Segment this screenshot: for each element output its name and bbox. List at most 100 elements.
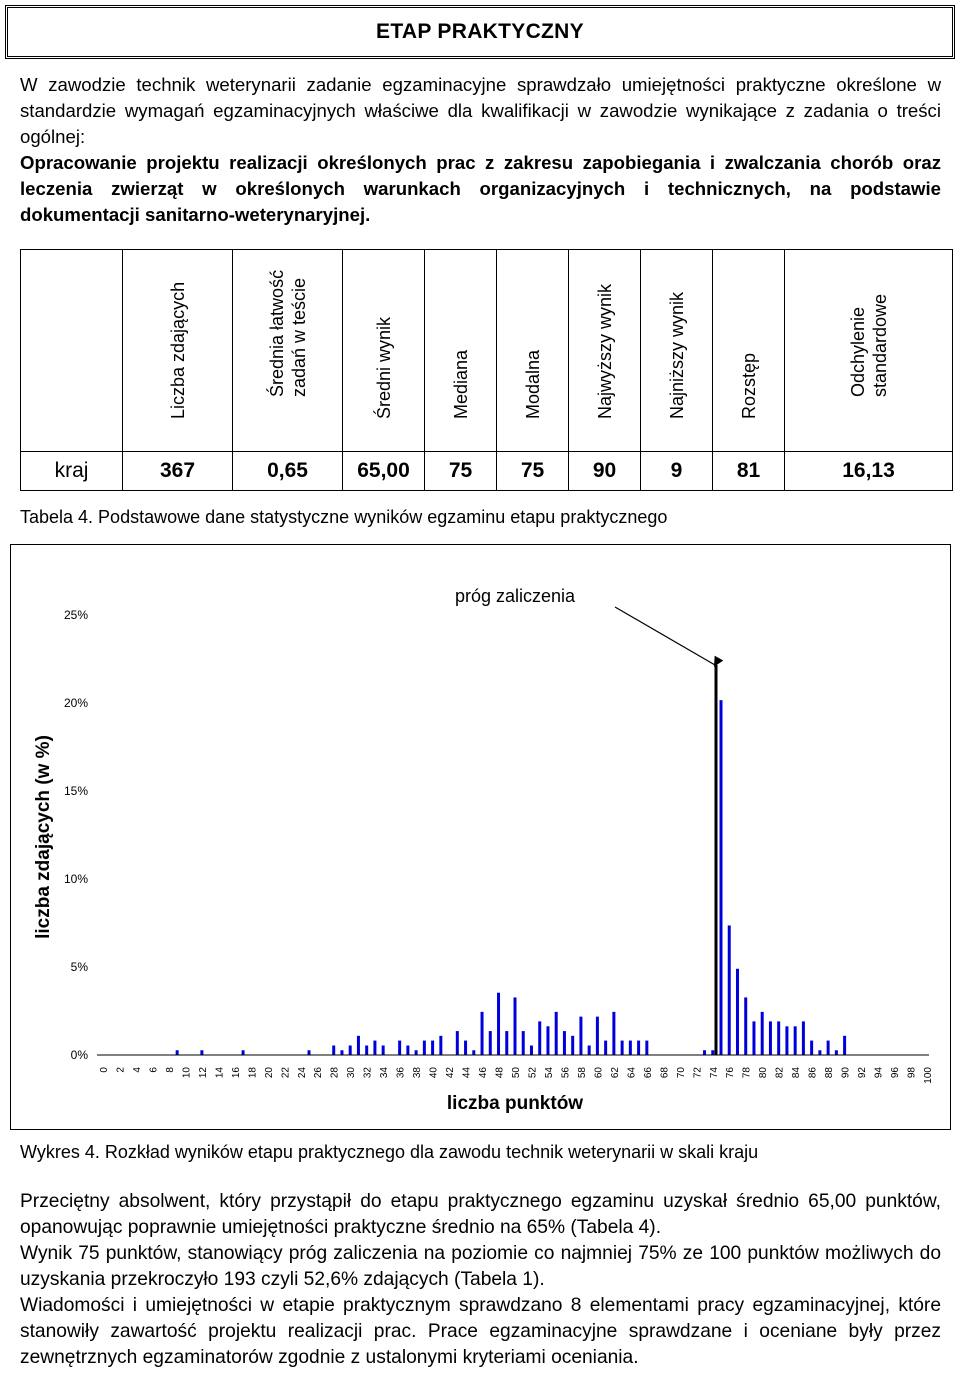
stats-value: 367 [122,451,233,491]
histogram-bar [529,1045,533,1055]
stats-header-cell: Rozstęp [712,249,785,452]
histogram-bar [843,1035,847,1055]
histogram-bar [455,1031,459,1055]
x-tick-label: 42 [445,1067,456,1079]
intro-text: W zawodzie technik weterynarii zadanie e… [20,72,941,228]
intro-paragraph: W zawodzie technik weterynarii zadanie e… [20,74,941,147]
x-tick-label: 18 [247,1067,258,1079]
stats-value: 16,13 [784,451,953,491]
histogram-bar [711,1050,715,1055]
summary-paragraph: Przeciętny absolwent, który przystąpił d… [20,1191,941,1238]
histogram-bar [768,1021,772,1055]
histogram-bar [571,1035,575,1055]
histogram-bar [744,997,748,1055]
histogram-bar [332,1045,336,1055]
histogram-bar [810,1040,814,1055]
histogram-bar [488,1031,492,1055]
x-tick-label: 0 [99,1067,110,1073]
x-tick-label: 96 [890,1067,901,1079]
y-tick-label: 0% [71,1048,89,1062]
histogram-bar [398,1040,402,1055]
x-tick-label: 80 [758,1067,769,1079]
section-title: ETAP PRAKTYCZNY [376,20,584,43]
histogram-bar [497,992,501,1055]
histogram-bar [422,1040,426,1055]
stats-table: Liczba zdających Średnia łatwość zadań w… [20,249,953,491]
x-tick-label: 54 [544,1067,555,1079]
y-axis-title: liczba zdających (w %) [33,735,54,939]
histogram-bar [431,1040,435,1055]
histogram-bar [637,1040,641,1055]
histogram-bar [340,1050,344,1055]
x-tick-label: 50 [511,1067,522,1079]
x-tick-label: 60 [593,1067,604,1079]
threshold-arrow [614,606,724,667]
stats-header-cell: Średnia łatwość zadań w teście [232,249,343,452]
histogram-bar [727,925,731,1055]
stats-value: 9 [640,451,713,491]
x-tick-label: 62 [610,1067,621,1079]
x-tick-label: 94 [874,1067,885,1079]
stats-header-row: Liczba zdających Średnia łatwość zadań w… [20,249,953,452]
x-tick-label: 22 [280,1067,291,1079]
histogram-bar [579,1016,583,1055]
stats-header-cell: Najniższy wynik [640,249,713,452]
y-tick-label: 5% [71,960,89,974]
histogram-bar [505,1031,509,1055]
histogram-bar [439,1035,443,1055]
x-tick-label: 90 [841,1067,852,1079]
stats-value: 90 [568,451,641,491]
histogram-bar [175,1050,179,1055]
x-tick-label: 92 [857,1067,868,1079]
histogram-bar [241,1050,245,1055]
stats-header-label: Najniższy wynik [666,291,687,419]
summary-paragraph: Wynik 75 punktów, stanowiący próg zalicz… [20,1243,941,1290]
summary-text: Przeciętny absolwent, który przystąpił d… [20,1189,941,1371]
stats-header-label: Średnia łatwość zadań w teście [266,269,309,397]
x-tick-label: 48 [495,1067,506,1079]
x-tick-label: 72 [692,1067,703,1079]
x-tick-label: 64 [626,1067,637,1079]
stats-header-cell: Średni wynik [342,249,425,452]
x-tick-label: 74 [709,1067,720,1079]
histogram-bar [513,997,517,1055]
row-label: kraj [20,451,123,491]
histogram-bar [546,1026,550,1055]
histogram-bar [818,1050,822,1055]
histogram-bar [406,1045,410,1055]
x-tick-label: 78 [742,1067,753,1079]
stats-value: 0,65 [232,451,343,491]
x-tick-label: 40 [429,1067,440,1079]
histogram-bar [348,1045,352,1055]
x-tick-label: 76 [725,1067,736,1079]
stats-header-cell: Najwyższy wynik [568,249,641,452]
x-tick-label: 36 [396,1067,407,1079]
x-tick-label: 66 [643,1067,654,1079]
histogram-bar [307,1050,311,1055]
x-tick-label: 56 [560,1067,571,1079]
stats-header-label: Mediana [450,349,471,419]
histogram-bar [414,1050,418,1055]
histogram-bar [785,1026,789,1055]
x-tick-label: 30 [346,1067,357,1079]
stats-value: 75 [424,451,497,491]
x-tick-label: 16 [231,1067,242,1079]
stats-header-label: Rozstęp [738,352,759,419]
x-tick-label: 2 [115,1067,126,1073]
histogram-bar [628,1040,632,1055]
stats-header-label: Modalna [522,349,543,419]
x-tick-label: 32 [363,1067,374,1079]
histogram-bar [645,1040,649,1055]
stats-header-label: Odchylenie standardowe [847,293,890,397]
x-tick-label: 82 [775,1067,786,1079]
stats-header-cell: Liczba zdających [122,249,233,452]
x-tick-label: 26 [313,1067,324,1079]
histogram-bar [719,700,723,1055]
x-tick-label: 4 [132,1067,143,1073]
x-tick-label: 68 [659,1067,670,1079]
x-tick-label: 14 [214,1067,225,1079]
x-tick-label: 12 [198,1067,209,1079]
histogram-bar [562,1031,566,1055]
x-tick-label: 24 [297,1067,308,1079]
y-axis: 0% 5% 10% 15% 20% 25% [64,608,88,1062]
